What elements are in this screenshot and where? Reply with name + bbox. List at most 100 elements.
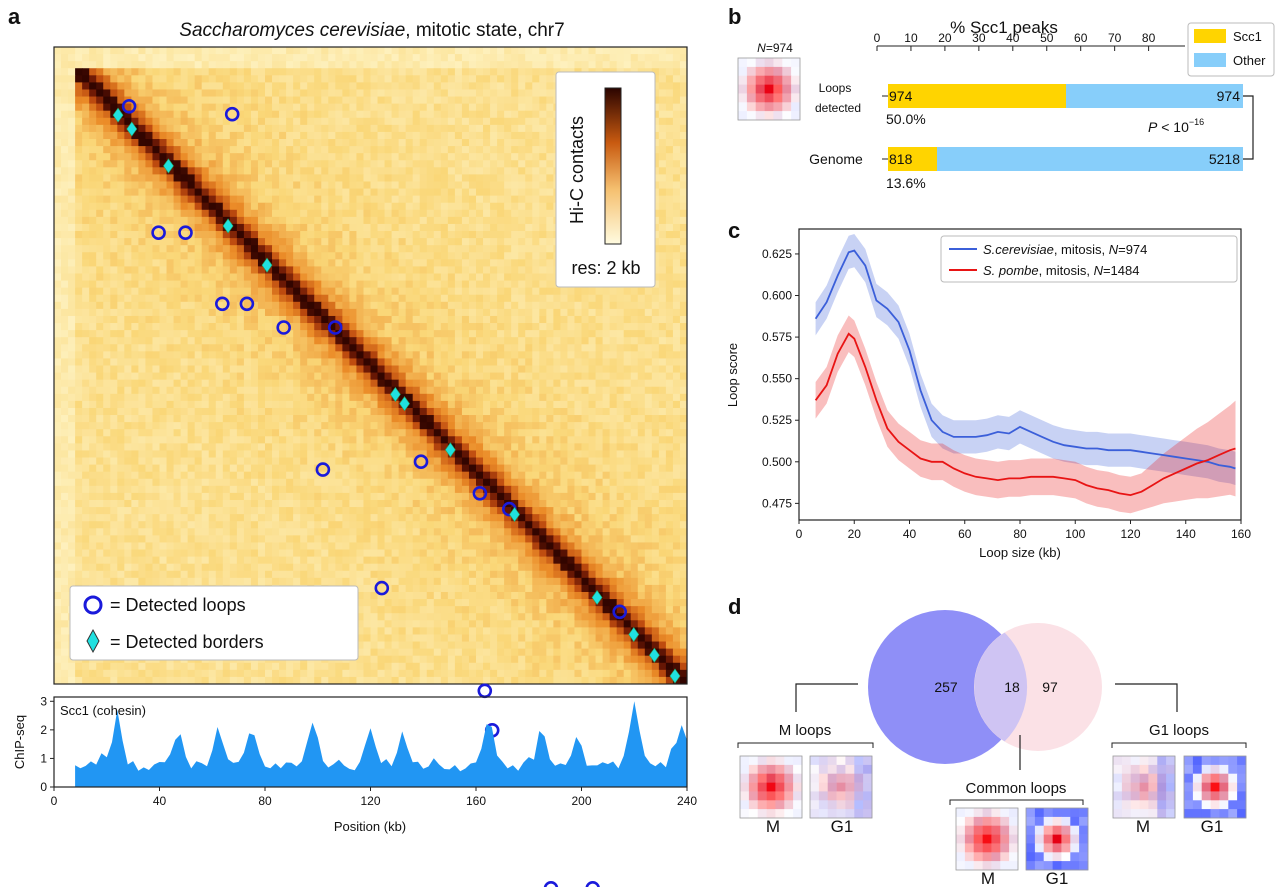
common-g1-label: G1 bbox=[1046, 869, 1069, 887]
c-y-ticks: 0.475 0.500 0.525 0.550 0.575 0.600 0.625 bbox=[762, 247, 799, 510]
title-rest: , mitotic state, chr7 bbox=[405, 20, 564, 41]
loops-left-value: 974 bbox=[889, 88, 913, 104]
legend-other: Other bbox=[1233, 53, 1266, 68]
loop-marker bbox=[224, 106, 240, 122]
b-tick-label: 10 bbox=[904, 31, 918, 45]
chip-xtick-label: 240 bbox=[677, 794, 697, 808]
border-marker bbox=[126, 121, 138, 137]
border-marker bbox=[399, 396, 410, 412]
m-loops-g1-label: G1 bbox=[831, 817, 854, 836]
n-label: N=974 bbox=[757, 41, 793, 55]
legend-loops: = Detected loops bbox=[110, 595, 246, 615]
b-tick-label: 20 bbox=[938, 31, 952, 45]
venn-m-circle bbox=[868, 610, 1022, 764]
c-xtick-label: 40 bbox=[903, 527, 917, 541]
b-tick-label: 50 bbox=[1040, 31, 1054, 45]
pileup-thumbnail bbox=[955, 807, 1019, 871]
row-loops-label2: detected bbox=[815, 101, 861, 115]
c-ytick-label: 0.525 bbox=[762, 413, 792, 427]
legend-pombe: S. pombe, mitosis, N=1484 bbox=[983, 263, 1139, 278]
panel-b: % Scc1 peaks N=974 0 10 20 30 40 50 60 70 80 Loo… bbox=[737, 18, 1275, 191]
c-ytick-label: 0.500 bbox=[762, 455, 792, 469]
loop-marker bbox=[477, 683, 493, 699]
loop-marker bbox=[327, 320, 343, 335]
loop-marker bbox=[374, 580, 390, 596]
c-x-ticks: 0 20 40 60 80 100 120 140 160 bbox=[796, 520, 1251, 541]
border-marker bbox=[261, 257, 273, 273]
loop-legend-marker bbox=[83, 595, 103, 615]
chip-label: Scc1 (cohesin) bbox=[60, 703, 146, 718]
border-marker bbox=[163, 158, 174, 174]
series-line bbox=[814, 332, 1236, 497]
row-genome-label: Genome bbox=[809, 151, 863, 167]
chip-track: Scc1 (cohesin) ChIP-seq 0 1 2 3 0 40 80 120 160… bbox=[12, 694, 697, 834]
panel-letter-c: c bbox=[728, 218, 740, 243]
c-xtick-label: 120 bbox=[1120, 527, 1140, 541]
pvalue: P < 10−16 bbox=[1148, 117, 1204, 135]
b-tick-label: 40 bbox=[1006, 31, 1020, 45]
colorbar bbox=[604, 87, 622, 245]
venn-common: 18 bbox=[1004, 679, 1020, 695]
bar-loops-scc1 bbox=[888, 84, 1066, 108]
panel-c: 0 20 40 60 80 100 120 140 160 0.475 0.500 0.525 0.5… bbox=[725, 228, 1251, 560]
chip-ytick-label: 0 bbox=[40, 780, 47, 794]
colorbar-box: Hi-C contacts res: 2 kb bbox=[555, 71, 656, 288]
chip-y-ticks: 0 1 2 3 bbox=[40, 694, 54, 794]
loop-marker bbox=[585, 881, 600, 887]
series-lines bbox=[814, 249, 1236, 497]
loop-marker bbox=[612, 604, 628, 620]
venn-g1-only: 97 bbox=[1042, 679, 1058, 695]
heatmap-frame bbox=[53, 46, 688, 685]
c-xtick-label: 0 bbox=[796, 527, 803, 541]
panel-d: 257 18 97 M loops Common loops G1 loops … bbox=[737, 610, 1247, 887]
common-group-label: Common loops bbox=[966, 780, 1067, 797]
panel-letter-a: a bbox=[8, 4, 21, 29]
genome-right-value: 5218 bbox=[1209, 151, 1240, 167]
c-ytick-label: 0.575 bbox=[762, 330, 792, 344]
m-bracket bbox=[737, 742, 874, 748]
b-x-ticks: 0 10 20 30 40 50 60 70 80 bbox=[874, 31, 1156, 51]
c-legend: S.cerevisiae, mitosis, N=974 S. pombe, m… bbox=[940, 235, 1238, 283]
border-marker bbox=[390, 386, 401, 402]
panel-letter-b: b bbox=[728, 4, 741, 29]
g1-connector bbox=[1115, 683, 1178, 712]
c-xlabel: Loop size (kb) bbox=[979, 545, 1061, 560]
pileup-thumbnail bbox=[739, 755, 803, 819]
border-legend-marker bbox=[86, 628, 100, 654]
pileup-thumbnail bbox=[737, 57, 801, 121]
panel-a: Saccharomyces cerevisiae, mitotic state,… bbox=[12, 20, 697, 887]
colorbar-label: Hi-C contacts bbox=[567, 116, 587, 224]
c-xtick-label: 100 bbox=[1065, 527, 1085, 541]
b-legend: Scc1 Other bbox=[1187, 22, 1275, 77]
bar-genome-scc1 bbox=[888, 147, 937, 171]
c-ytick-label: 0.625 bbox=[762, 247, 792, 261]
panel-b-title: % Scc1 peaks bbox=[950, 18, 1058, 37]
chip-xtick-label: 160 bbox=[466, 794, 486, 808]
pileup-thumbnails bbox=[739, 755, 1247, 871]
heatmap-legend: = Detected loops = Detected borders bbox=[69, 585, 359, 661]
chip-xtick-label: 200 bbox=[571, 794, 591, 808]
chip-xtick-label: 120 bbox=[360, 794, 380, 808]
c-xtick-label: 60 bbox=[958, 527, 972, 541]
border-marker bbox=[509, 506, 520, 522]
chip-x-ticks: 0 40 80 120 160 200 240 bbox=[51, 787, 697, 808]
loop-pileup-thumbnail bbox=[737, 57, 801, 121]
legend-cerevisiae: S.cerevisiae, mitosis, N=974 bbox=[983, 242, 1147, 257]
loop-marker bbox=[472, 485, 488, 501]
border-marker bbox=[649, 647, 660, 663]
border-marker bbox=[669, 668, 681, 684]
chip-ylabel: ChIP-seq bbox=[12, 715, 27, 769]
m-connector bbox=[795, 683, 858, 712]
series-line bbox=[814, 249, 1236, 470]
confidence-band bbox=[815, 315, 1236, 514]
m-group-label: M loops bbox=[779, 722, 832, 739]
legend-borders: = Detected borders bbox=[110, 632, 264, 652]
chip-ytick-label: 3 bbox=[40, 694, 47, 708]
panel-letter-d: d bbox=[728, 594, 741, 619]
loop-marker bbox=[121, 99, 137, 114]
pileup-thumbnail bbox=[1183, 755, 1247, 819]
chip-ytick-label: 2 bbox=[40, 723, 47, 737]
bar-loops-other bbox=[1066, 84, 1243, 108]
g1-bracket bbox=[1111, 742, 1247, 748]
